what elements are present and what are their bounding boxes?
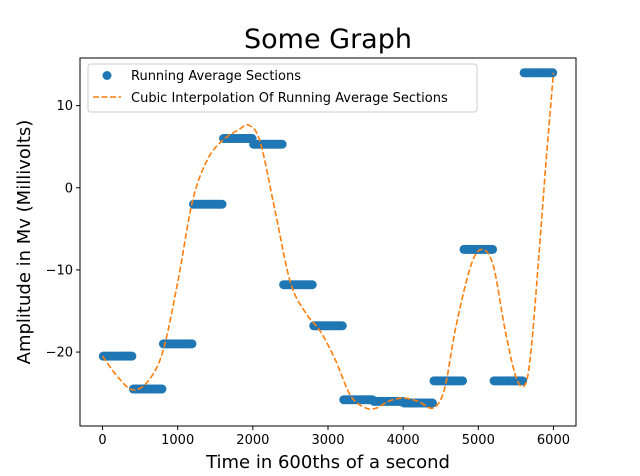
scatter-point-3	[217, 199, 227, 209]
legend-box	[87, 63, 478, 113]
y-tick-label: −10	[46, 263, 73, 278]
scatter-point-10	[427, 398, 437, 408]
scatter-series-marks	[98, 68, 558, 408]
scatter-point-13	[518, 376, 528, 386]
x-tick-label: 4000	[387, 433, 420, 448]
y-axis-label: Amplitude in Mv (Millivolts)	[14, 120, 35, 365]
x-tick-label: 1000	[161, 433, 194, 448]
legend: Running Average Sections Cubic Interpola…	[87, 63, 478, 113]
chart-title: Some Graph	[244, 24, 412, 55]
y-tick-label: 10	[56, 99, 73, 114]
y-tick-label: −20	[46, 346, 73, 361]
scatter-point-2	[187, 339, 197, 349]
legend-scatter-swatch	[102, 71, 112, 80]
legend-line-label: Cubic Interpolation Of Running Average S…	[131, 91, 448, 106]
x-axis-label: Time in 600ths of a second	[205, 452, 450, 473]
legend-scatter-label: Running Average Sections	[131, 69, 301, 84]
y-tick-label: 0	[65, 181, 73, 196]
x-tick-label: 3000	[311, 433, 344, 448]
scatter-point-6	[307, 280, 317, 290]
y-axis: −20 −10 0 10	[46, 99, 80, 361]
interpolation-line	[101, 72, 555, 410]
scatter-point-12	[488, 244, 498, 254]
x-tick-label: 0	[98, 433, 106, 448]
x-tick-label: 5000	[462, 433, 495, 448]
scatter-point-7	[337, 321, 347, 331]
x-tick-label: 6000	[537, 433, 570, 448]
x-axis: 0 1000 2000 3000 4000 5000 6000	[98, 426, 570, 448]
scatter-point-5	[277, 139, 287, 149]
scatter-point-11	[458, 376, 468, 386]
scatter-point-0	[127, 351, 137, 361]
interpolation-line-marks	[101, 72, 555, 410]
x-tick-label: 2000	[236, 433, 269, 448]
scatter-point-1	[157, 384, 167, 394]
